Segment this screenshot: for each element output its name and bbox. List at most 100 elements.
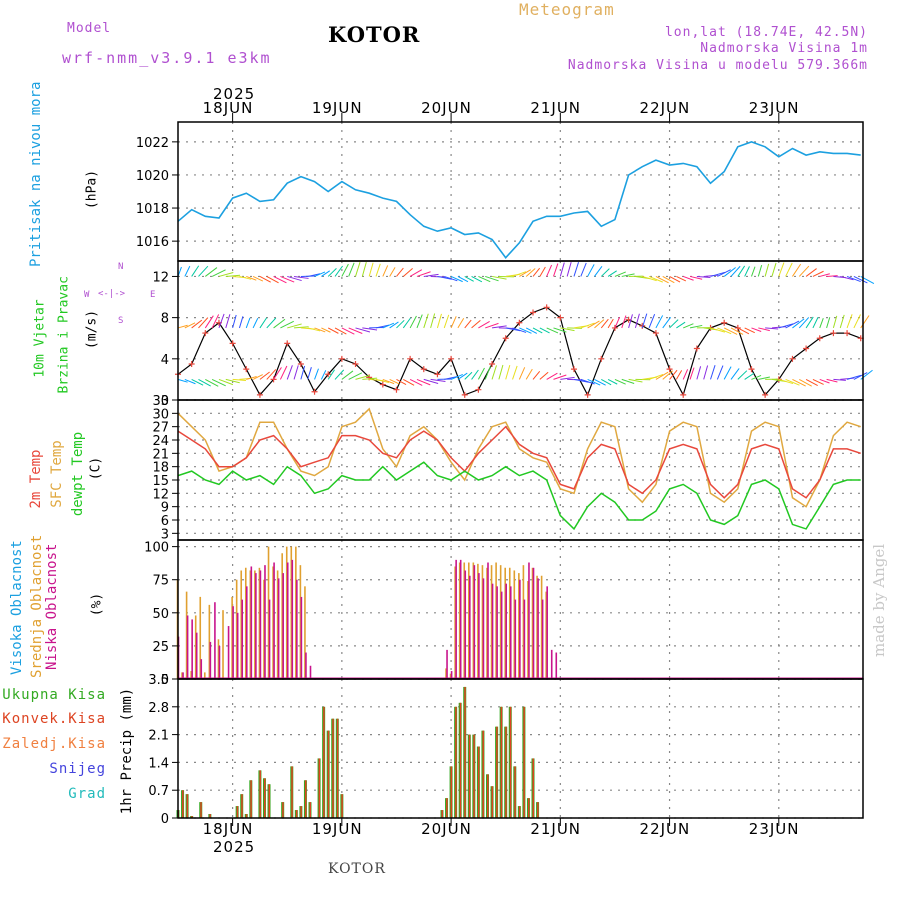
station-title: KOTOR bbox=[328, 22, 421, 47]
wind-barb bbox=[669, 319, 679, 329]
wind-barb bbox=[266, 317, 277, 329]
wind-barb bbox=[485, 275, 499, 282]
wind-barb bbox=[204, 315, 214, 329]
wind-barb bbox=[669, 369, 678, 380]
wind-barb bbox=[546, 327, 559, 334]
precip-convective-bar bbox=[182, 790, 184, 818]
wind-barb bbox=[505, 327, 521, 332]
wind-barb bbox=[771, 262, 777, 277]
wind-barb bbox=[532, 267, 541, 277]
wind-barb bbox=[621, 273, 635, 277]
wind-speed-marker bbox=[830, 330, 837, 337]
wind-speed-marker bbox=[502, 335, 509, 342]
wind-speed-marker bbox=[584, 391, 591, 398]
wind-barb bbox=[710, 365, 716, 380]
wind-speed-marker bbox=[448, 355, 455, 362]
y-tick-label: 100 bbox=[144, 541, 169, 556]
sfc-temp-line bbox=[177, 407, 861, 508]
wind-barb bbox=[655, 275, 669, 284]
wind-barb bbox=[218, 378, 234, 386]
wind-barb bbox=[676, 275, 687, 282]
wind-barb bbox=[485, 322, 499, 329]
wind-barb bbox=[389, 378, 400, 385]
wind-barb bbox=[737, 370, 748, 380]
wind-barb bbox=[457, 317, 465, 329]
wind-barb bbox=[723, 267, 736, 277]
wind-barb bbox=[464, 371, 473, 380]
wind-barb bbox=[553, 263, 559, 277]
wind-barb bbox=[737, 327, 750, 335]
wind-barb bbox=[211, 378, 226, 387]
wind-speed-marker bbox=[420, 366, 427, 373]
wind-barb bbox=[642, 275, 657, 282]
wind-barb bbox=[826, 275, 838, 277]
day-label-top: 18JUN bbox=[202, 99, 254, 117]
wind-barb bbox=[409, 315, 417, 329]
wind-barb bbox=[512, 365, 518, 380]
wind-barb bbox=[641, 313, 648, 329]
wind-barb bbox=[402, 317, 411, 329]
day-label-bottom: 23JUN bbox=[748, 820, 800, 838]
wind-barb bbox=[648, 373, 664, 380]
wind-barb bbox=[559, 262, 565, 277]
wind-barb bbox=[751, 266, 756, 277]
precip-convective-bar bbox=[500, 706, 503, 818]
precip-convective-bar bbox=[318, 758, 321, 818]
wind-barb bbox=[805, 316, 814, 329]
y-tick-label: 30 bbox=[152, 407, 169, 422]
wind-barb bbox=[614, 378, 626, 385]
wind-speed-marker bbox=[639, 322, 646, 329]
precip-convective-bar bbox=[200, 802, 202, 818]
wind-barb bbox=[218, 272, 234, 277]
wind-barb bbox=[403, 378, 415, 386]
wind-speed-marker bbox=[243, 366, 250, 373]
y-tick-label: 21 bbox=[152, 447, 169, 462]
wind-barb bbox=[730, 368, 740, 380]
wind-barb bbox=[539, 371, 549, 380]
wind-barb bbox=[218, 313, 225, 329]
precip-convective-bar bbox=[341, 794, 343, 818]
wind-barb bbox=[266, 276, 279, 284]
y-tick-label: 75 bbox=[152, 574, 169, 589]
wind-barb bbox=[812, 270, 824, 277]
wind-barb bbox=[778, 378, 794, 385]
wind-barb bbox=[341, 327, 355, 335]
wind-barb bbox=[430, 313, 436, 329]
wind-barb bbox=[191, 378, 204, 386]
wind-barb bbox=[839, 314, 845, 329]
wind-barb bbox=[853, 275, 868, 284]
precip-convective-bar bbox=[259, 770, 261, 818]
wind-barb bbox=[239, 275, 252, 280]
wind-barb bbox=[539, 266, 546, 277]
wind-barb bbox=[457, 372, 468, 380]
wind-speed-marker bbox=[666, 366, 673, 373]
wind-barb bbox=[532, 370, 541, 380]
wind-barb bbox=[798, 265, 810, 277]
wind-barb bbox=[546, 264, 553, 277]
wind-speed-marker bbox=[598, 355, 605, 362]
2m-temp-line bbox=[177, 425, 861, 499]
wind-barb bbox=[252, 374, 263, 380]
wind-barb bbox=[580, 378, 595, 385]
wind-barb bbox=[757, 264, 763, 277]
wind-speed-marker bbox=[844, 330, 851, 337]
wind-barb bbox=[211, 314, 220, 329]
wind-barb bbox=[710, 327, 725, 333]
wind-barb bbox=[600, 318, 609, 329]
wind-speed-marker bbox=[461, 391, 468, 398]
wind-barb bbox=[478, 321, 490, 329]
wind-barb bbox=[361, 262, 367, 277]
wind-barb bbox=[294, 326, 309, 329]
wind-barb bbox=[389, 267, 396, 277]
wind-barb bbox=[355, 374, 371, 380]
wind-barb bbox=[607, 378, 618, 385]
precip-convective-bar bbox=[523, 706, 525, 818]
wind-barb bbox=[205, 267, 218, 277]
wind-barb bbox=[594, 378, 606, 386]
wind-barb bbox=[307, 367, 312, 380]
legend-snow: Snijeg bbox=[49, 761, 106, 777]
meteogram-label: Meteogram bbox=[519, 0, 615, 19]
wind-barb bbox=[703, 365, 709, 380]
wind-barb bbox=[464, 276, 474, 282]
wind-barb bbox=[362, 327, 378, 331]
